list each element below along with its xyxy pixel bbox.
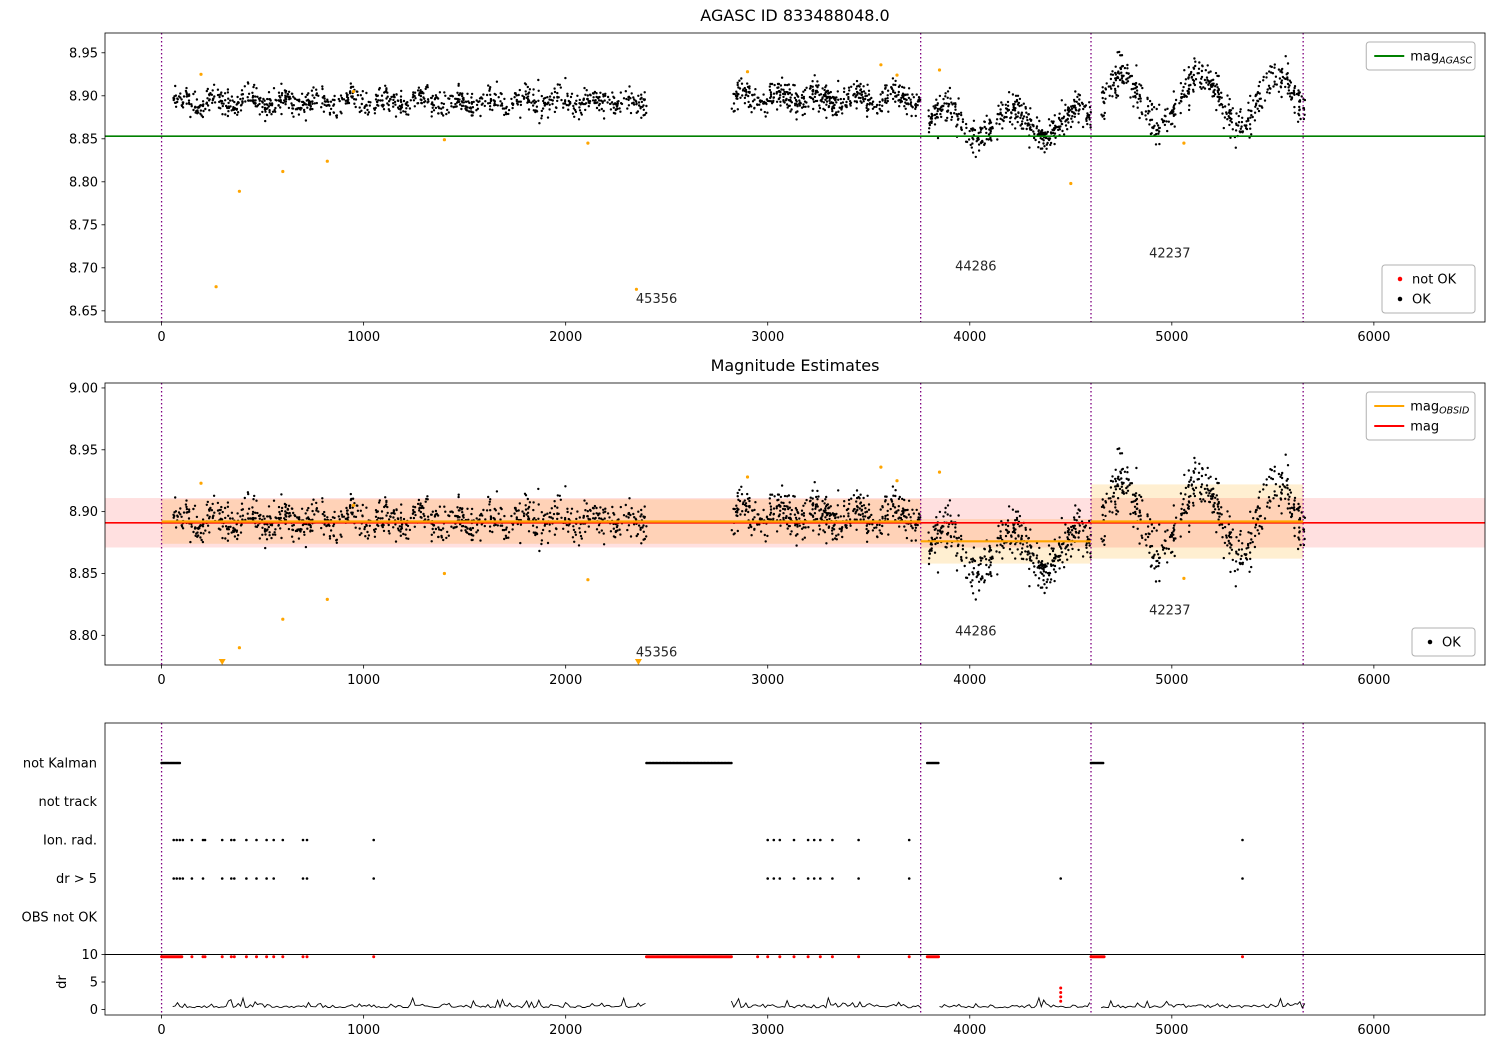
axes-frame xyxy=(104,382,1486,666)
legend-box xyxy=(1365,391,1476,441)
x-tick-label: 5000 xyxy=(1155,330,1188,345)
category-label: not track xyxy=(38,795,97,810)
category-label: dr > 5 xyxy=(56,872,97,887)
x-tick-label: 1000 xyxy=(347,673,380,688)
dr-trace-segment xyxy=(939,996,1091,1009)
legend-box xyxy=(1411,627,1476,657)
x-tick-label: 2000 xyxy=(549,330,582,345)
x-tick-label: 1000 xyxy=(347,1023,380,1038)
x-tick-label: 0 xyxy=(157,330,165,345)
category-label: not Kalman xyxy=(23,757,97,772)
x-tick-label: 2000 xyxy=(549,1023,582,1038)
y-tick-label: 8.80 xyxy=(69,175,98,190)
dr-tick-label: 10 xyxy=(81,948,98,963)
panel-title: Magnitude Estimates xyxy=(711,356,880,375)
panel-2: 45356 44286 42237 0 1000 2000 3000 4000 5000 6000… xyxy=(69,356,1486,688)
panel-1: 45356 44286 42237 0 1000 2000 3000 4000 5000 6000… xyxy=(69,6,1486,345)
dr-trace-segment xyxy=(730,996,921,1009)
plot-area xyxy=(172,50,1307,291)
x-tick-label: 0 xyxy=(157,1023,165,1038)
y-tick-label: 8.90 xyxy=(69,505,98,520)
dr-tick-label: 0 xyxy=(90,1003,98,1018)
x-tick-label: 4000 xyxy=(953,673,986,688)
legend-label: mag xyxy=(1410,420,1439,435)
y-tick-label: 8.85 xyxy=(69,132,98,147)
dr-trace-segment xyxy=(172,996,646,1009)
x-tick-label: 0 xyxy=(157,673,165,688)
dr-trace-segment xyxy=(1100,997,1306,1009)
obsid-annotation: 45356 xyxy=(636,645,677,660)
dr-trace xyxy=(172,996,1306,1009)
x-tick-label: 3000 xyxy=(751,673,784,688)
x-tick-label: 3000 xyxy=(751,330,784,345)
obsid-annotation: 44286 xyxy=(955,259,996,274)
legend-box xyxy=(1365,41,1476,71)
x-tick-label: 6000 xyxy=(1357,330,1390,345)
obsid-annotation: 45356 xyxy=(636,292,677,307)
not-ok-dr-points xyxy=(160,955,1245,1003)
x-tick-label: 5000 xyxy=(1155,673,1188,688)
obsid-annotation: 44286 xyxy=(955,624,996,639)
legend-label: OK xyxy=(1412,293,1431,308)
ok-points xyxy=(172,50,1307,159)
clipped-low-marker xyxy=(634,659,642,665)
dr-tick-label: 5 xyxy=(90,976,98,991)
axes-frame xyxy=(104,722,1486,1016)
x-tick-label: 5000 xyxy=(1155,1023,1188,1038)
x-tick-label: 4000 xyxy=(953,1023,986,1038)
x-tick-label: 6000 xyxy=(1357,1023,1390,1038)
clipped-low-marker xyxy=(218,659,226,665)
y-tick-label: 8.80 xyxy=(69,629,98,644)
x-tick-label: 2000 xyxy=(549,673,582,688)
x-tick-label: 1000 xyxy=(347,330,380,345)
legend-label: magAGASC xyxy=(1410,50,1472,67)
outlier-points xyxy=(199,63,1186,291)
y-tick-label: 8.85 xyxy=(69,567,98,582)
axes-frame xyxy=(104,32,1486,323)
y-tick-label: 8.90 xyxy=(69,89,98,104)
y-tick-label: 8.65 xyxy=(69,304,98,319)
legend-box xyxy=(1381,264,1476,314)
panel-flags: not Kalman not track Ion. rad. dr > 5 OBS no… xyxy=(22,722,1486,1038)
outlier-points xyxy=(199,465,1186,650)
category-label: OBS not OK xyxy=(22,911,98,926)
y-tick-label: 9.00 xyxy=(69,381,98,396)
ok-points xyxy=(172,447,1307,601)
x-tick-label: 3000 xyxy=(751,1023,784,1038)
y-tick-label: 8.75 xyxy=(69,218,98,233)
obsid-annotation: 42237 xyxy=(1149,603,1190,618)
plot-area xyxy=(105,447,1485,650)
legend-label: not OK xyxy=(1412,273,1457,288)
panel-title: AGASC ID 833488048.0 xyxy=(700,6,889,25)
legend-label: OK xyxy=(1442,636,1461,651)
y-tick-label: 8.95 xyxy=(69,443,98,458)
y-tick-label: 8.95 xyxy=(69,46,98,61)
y-tick-label: 8.70 xyxy=(69,261,98,276)
dr-axis-label: dr xyxy=(55,975,70,989)
obsid-annotation: 42237 xyxy=(1149,246,1190,261)
x-tick-label: 4000 xyxy=(953,330,986,345)
x-tick-label: 6000 xyxy=(1357,673,1390,688)
category-label: Ion. rad. xyxy=(43,834,97,849)
legend-label: magOBSID xyxy=(1410,400,1469,417)
